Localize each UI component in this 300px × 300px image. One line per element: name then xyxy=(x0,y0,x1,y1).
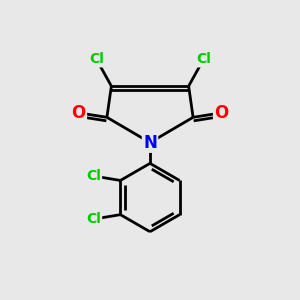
Text: N: N xyxy=(143,134,157,152)
Text: Cl: Cl xyxy=(86,212,101,226)
Text: O: O xyxy=(71,104,86,122)
Text: O: O xyxy=(214,104,229,122)
Text: Cl: Cl xyxy=(196,52,211,66)
Text: Cl: Cl xyxy=(89,52,104,66)
Text: Cl: Cl xyxy=(86,169,101,183)
